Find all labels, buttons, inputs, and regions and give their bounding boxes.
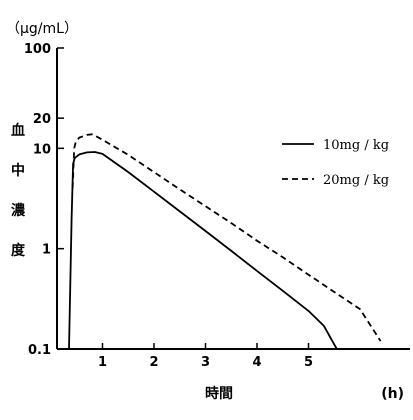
series-line-1: [68, 151, 338, 350]
x-axis-title: 時間: [205, 385, 233, 402]
x-tick-label: 2: [149, 355, 158, 370]
y-axis-unit: （μg/mL）: [6, 21, 78, 37]
y-ticks: 0.1 1 10 20 100: [24, 42, 64, 358]
y-tick-label: 10: [33, 142, 51, 157]
y-axis-title: 血 中 濃 度: [11, 122, 26, 259]
x-tick-label: 3: [201, 355, 210, 370]
legend-label: 20mg / kg: [323, 173, 389, 188]
legend: 10mg / kg 20mg / kg: [282, 138, 389, 188]
y-tick-label: 20: [33, 112, 51, 127]
y-axis-title-char: 中: [11, 162, 25, 179]
y-tick-label: 0.1: [28, 343, 51, 358]
x-axis-unit: (h): [381, 386, 404, 402]
x-ticks: 1 2 3 4 5: [98, 343, 313, 370]
x-tick-label: 4: [252, 355, 261, 370]
series-line-2: [71, 133, 382, 342]
y-axis-title-char: 度: [11, 242, 26, 259]
x-tick-label: 5: [304, 355, 313, 370]
y-axis-title-char: 血: [11, 122, 25, 139]
series-group: [68, 133, 382, 350]
x-tick-label: 1: [98, 355, 107, 370]
y-axis-title-char: 濃: [11, 202, 26, 219]
y-tick-label: 1: [42, 243, 51, 258]
legend-label: 10mg / kg: [323, 138, 389, 153]
y-tick-label: 100: [24, 42, 51, 57]
